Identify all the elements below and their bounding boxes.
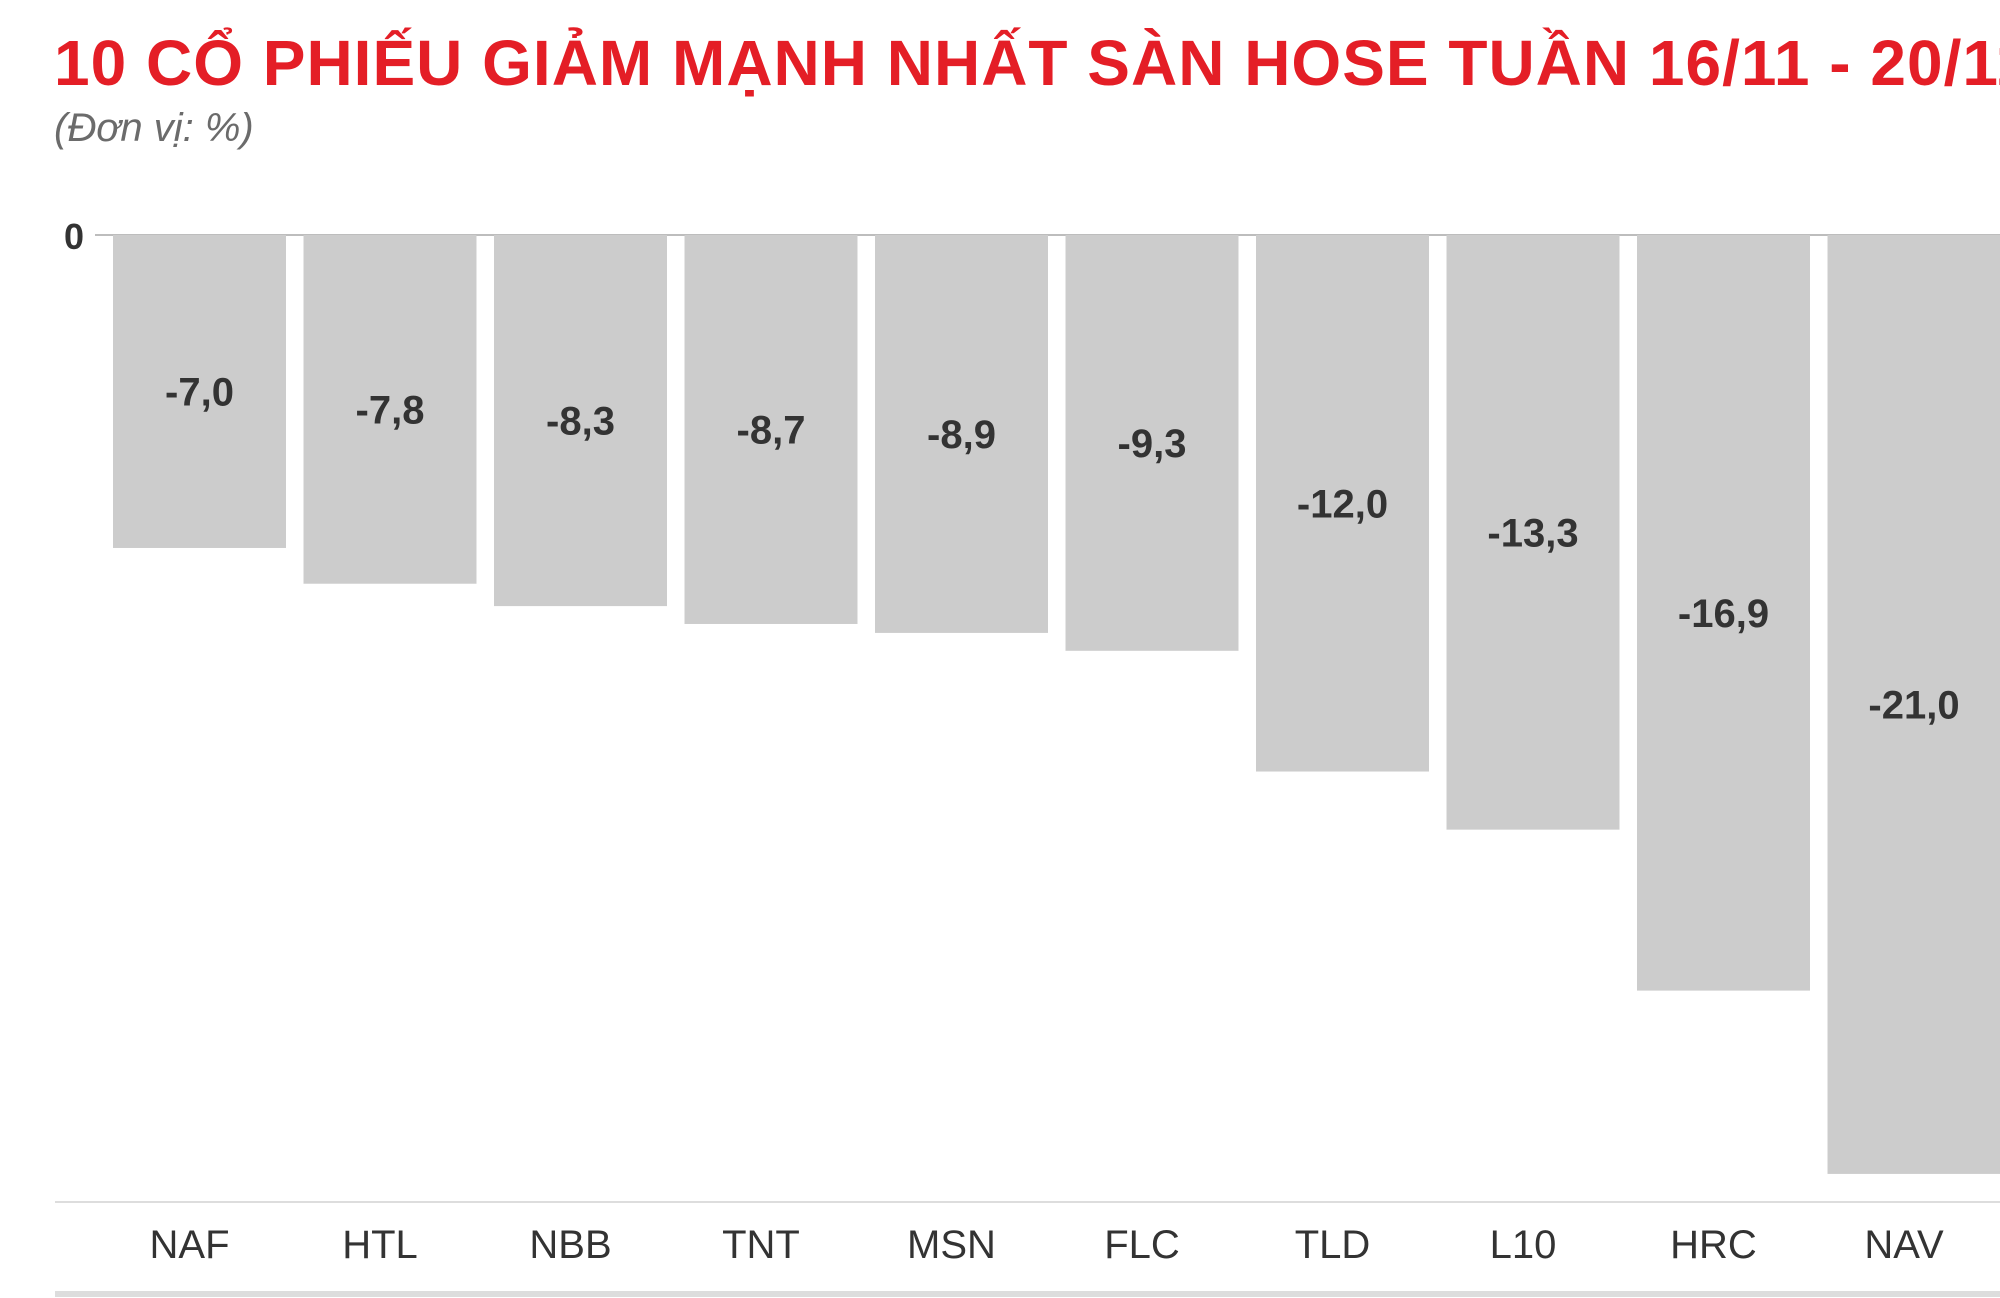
data-label: -12,0: [1297, 482, 1388, 526]
data-label: -21,0: [1868, 683, 1959, 727]
chart-subtitle: (Đơn vị: %): [54, 106, 254, 150]
bar-msn: [875, 235, 1048, 633]
y-tick-label: 0: [64, 216, 84, 257]
bar-nav: [1827, 235, 2000, 1174]
x-tick-label: TLD: [1295, 1223, 1371, 1267]
data-label: -13,3: [1487, 511, 1578, 555]
bar-nbb: [494, 235, 667, 607]
data-label: -9,3: [1118, 422, 1187, 466]
x-tick-label: HRC: [1670, 1223, 1757, 1267]
data-label: -16,9: [1678, 592, 1769, 636]
data-label: -7,8: [356, 388, 425, 432]
bar-hrc: [1637, 235, 1810, 991]
x-tick-label: NAF: [150, 1223, 230, 1267]
chart-title: 10 CỔ PHIẾU GIẢM MẠNH NHẤT SÀN HOSE TUẦN…: [54, 27, 2000, 99]
x-tick-label: NAV: [1864, 1223, 1944, 1267]
data-label: -8,7: [737, 408, 806, 452]
data-label: -8,9: [927, 413, 996, 457]
x-tick-label: HTL: [342, 1223, 418, 1267]
bar-naf: [113, 235, 286, 548]
x-tick-label: L10: [1490, 1223, 1557, 1267]
bar-flc: [1065, 235, 1239, 651]
x-tick-label: FLC: [1104, 1223, 1180, 1267]
bar-tld: [1256, 235, 1429, 772]
bar-l10: [1446, 235, 1620, 830]
bar-tnt: [684, 235, 858, 624]
bar-htl: [303, 235, 477, 584]
x-tick-label: MSN: [907, 1223, 996, 1267]
x-tick-label: NBB: [529, 1223, 611, 1267]
data-label: -8,3: [546, 400, 615, 444]
data-label: -7,0: [165, 370, 234, 414]
x-tick-label: TNT: [722, 1223, 800, 1267]
